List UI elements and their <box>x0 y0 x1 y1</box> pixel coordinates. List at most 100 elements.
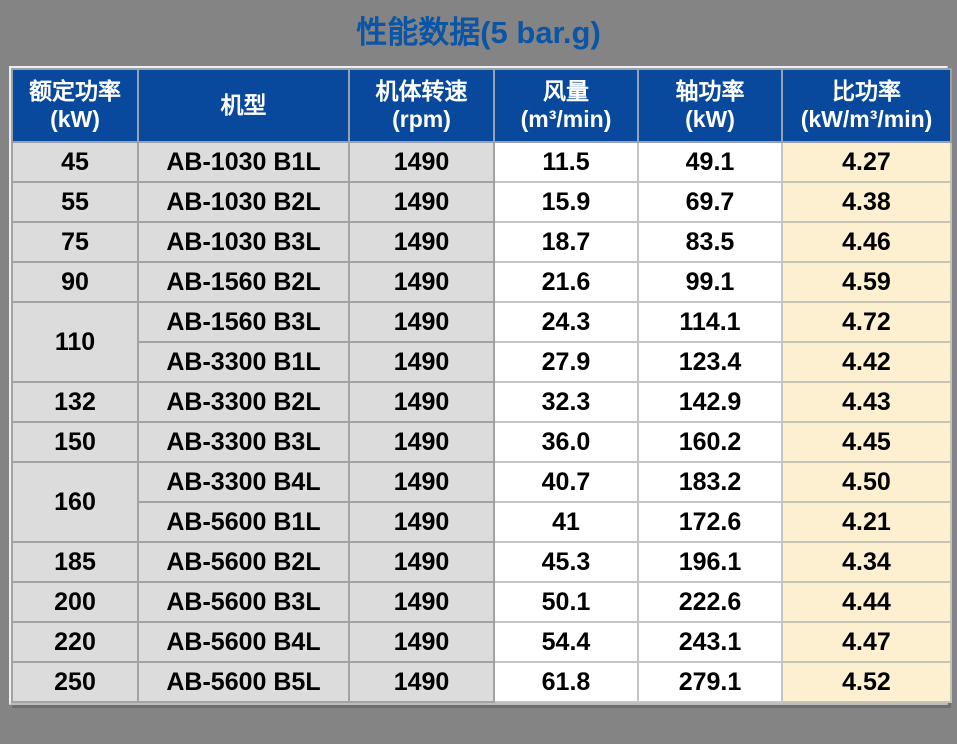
performance-table: 额定功率 (kW) 机型 机体转速 (rpm) 风量 (m³/min) 轴功率 (kW)… <box>9 66 952 705</box>
table-row: 132 AB-3300 B2L 1490 32.3 142.9 4.43 <box>11 381 952 423</box>
cell-specific-power: 4.44 <box>781 581 952 623</box>
cell-model: AB-1030 B3L <box>137 221 350 263</box>
cell-speed: 1490 <box>348 621 495 663</box>
cell-shaft-power: 99.1 <box>637 261 783 303</box>
cell-model: AB-5600 B3L <box>137 581 350 623</box>
header-air-flow: 风量 (m³/min) <box>493 68 639 143</box>
cell-shaft-power: 243.1 <box>637 621 783 663</box>
table-row: 110 AB-1560 B3L 1490 24.3 114.1 4.72 <box>11 301 952 383</box>
cell-model: AB-1030 B2L <box>137 181 350 223</box>
cell-specific-power: 4.59 <box>781 261 952 303</box>
cell-model: AB-3300 B4L <box>137 461 350 503</box>
cell-model: AB-3300 B3L <box>137 421 350 463</box>
cell-specific-power: 4.27 <box>781 141 952 183</box>
cell-shaft-power: 69.7 <box>637 181 783 223</box>
cell-model: AB-1560 B3L <box>137 301 350 343</box>
page-title: 性能数据(5 bar.g) <box>356 15 601 50</box>
cell-air-flow: 32.3 <box>493 381 639 423</box>
cell-air-flow: 40.7 <box>493 461 639 503</box>
cell-speed: 1490 <box>348 541 495 583</box>
cell-specific-power: 4.38 <box>781 181 952 223</box>
cell-air-flow: 15.9 <box>493 181 639 223</box>
table-row: 150 AB-3300 B3L 1490 36.0 160.2 4.45 <box>11 421 952 463</box>
cell-rated-power: 250 <box>11 661 139 703</box>
table-row: AB-3300 B1L 1490 27.9 123.4 4.42 <box>12 341 952 383</box>
cell-speed: 1490 <box>348 661 495 703</box>
cell-model: AB-3300 B2L <box>137 381 350 423</box>
table-row: 200 AB-5600 B3L 1490 50.1 222.6 4.44 <box>11 581 952 623</box>
cell-shaft-power: 172.6 <box>637 501 783 543</box>
table-row: AB-5600 B1L 1490 41 172.6 4.21 <box>12 501 952 543</box>
cell-rated-power: 55 <box>11 181 139 223</box>
cell-air-flow: 41 <box>493 501 639 543</box>
cell-air-flow: 24.3 <box>493 301 639 343</box>
cell-specific-power: 4.52 <box>781 661 952 703</box>
cell-air-flow: 45.3 <box>493 541 639 583</box>
cell-rated-power: 75 <box>11 221 139 263</box>
cell-speed: 1490 <box>348 461 495 503</box>
cell-rated-power: 132 <box>11 381 139 423</box>
table-row: 160 AB-3300 B4L 1490 40.7 183.2 4.50 <box>11 461 952 543</box>
performance-data-table: 额定功率 (kW) 机型 机体转速 (rpm) 风量 (m³/min) 轴功率 (kW)… <box>11 68 952 703</box>
table-row: 185 AB-5600 B2L 1490 45.3 196.1 4.34 <box>11 541 952 583</box>
cell-specific-power: 4.43 <box>781 381 952 423</box>
cell-shaft-power: 222.6 <box>637 581 783 623</box>
cell-specific-power: 4.45 <box>781 421 952 463</box>
header-row: 额定功率 (kW) 机型 机体转速 (rpm) 风量 (m³/min) 轴功率 (kW)… <box>11 68 952 143</box>
header-rated-power: 额定功率 (kW) <box>11 68 139 143</box>
cell-air-flow: 61.8 <box>493 661 639 703</box>
cell-specific-power: 4.34 <box>781 541 952 583</box>
cell-shaft-power: 114.1 <box>637 301 783 343</box>
cell-specific-power: 4.50 <box>781 461 952 503</box>
header-model: 机型 <box>137 68 350 143</box>
table-row: 55 AB-1030 B2L 1490 15.9 69.7 4.38 <box>11 181 952 223</box>
cell-model: AB-1030 B1L <box>137 141 350 183</box>
cell-speed: 1490 <box>348 421 495 463</box>
cell-air-flow: 11.5 <box>493 141 639 183</box>
cell-rated-power: 220 <box>11 621 139 663</box>
cell-air-flow: 54.4 <box>493 621 639 663</box>
cell-model: AB-5600 B1L <box>137 501 350 543</box>
cell-speed: 1490 <box>348 581 495 623</box>
cell-air-flow: 21.6 <box>493 261 639 303</box>
cell-speed: 1490 <box>348 181 495 223</box>
cell-model: AB-1560 B2L <box>137 261 350 303</box>
cell-shaft-power: 123.4 <box>637 341 783 383</box>
cell-specific-power: 4.72 <box>781 301 952 343</box>
cell-rated-power-merged: 110 <box>11 301 139 383</box>
table-row: 220 AB-5600 B4L 1490 54.4 243.1 4.47 <box>11 621 952 663</box>
cell-model: AB-5600 B2L <box>137 541 350 583</box>
cell-shaft-power: 279.1 <box>637 661 783 703</box>
table-row: 250 AB-5600 B5L 1490 61.8 279.1 4.52 <box>11 661 952 703</box>
cell-shaft-power: 160.2 <box>637 421 783 463</box>
cell-air-flow: 27.9 <box>493 341 639 383</box>
cell-speed: 1490 <box>348 301 495 343</box>
cell-shaft-power: 49.1 <box>637 141 783 183</box>
cell-model: AB-5600 B4L <box>137 621 350 663</box>
cell-rated-power: 90 <box>11 261 139 303</box>
cell-speed: 1490 <box>348 221 495 263</box>
cell-specific-power: 4.46 <box>781 221 952 263</box>
table-row: 90 AB-1560 B2L 1490 21.6 99.1 4.59 <box>11 261 952 303</box>
cell-shaft-power: 196.1 <box>637 541 783 583</box>
cell-shaft-power: 183.2 <box>637 461 783 503</box>
table-row: 45 AB-1030 B1L 1490 11.5 49.1 4.27 <box>11 141 952 183</box>
cell-rated-power: 200 <box>11 581 139 623</box>
cell-air-flow: 36.0 <box>493 421 639 463</box>
cell-rated-power: 185 <box>11 541 139 583</box>
cell-model: AB-5600 B5L <box>137 661 350 703</box>
cell-speed: 1490 <box>348 261 495 303</box>
cell-shaft-power: 142.9 <box>637 381 783 423</box>
cell-rated-power: 45 <box>11 141 139 183</box>
header-speed: 机体转速 (rpm) <box>348 68 495 143</box>
cell-specific-power: 4.47 <box>781 621 952 663</box>
cell-air-flow: 50.1 <box>493 581 639 623</box>
cell-model: AB-3300 B1L <box>137 341 350 383</box>
table-row: 75 AB-1030 B3L 1490 18.7 83.5 4.46 <box>11 221 952 263</box>
cell-speed: 1490 <box>348 141 495 183</box>
cell-speed: 1490 <box>348 381 495 423</box>
cell-speed: 1490 <box>348 501 495 543</box>
cell-rated-power-merged: 160 <box>11 461 139 543</box>
cell-air-flow: 18.7 <box>493 221 639 263</box>
